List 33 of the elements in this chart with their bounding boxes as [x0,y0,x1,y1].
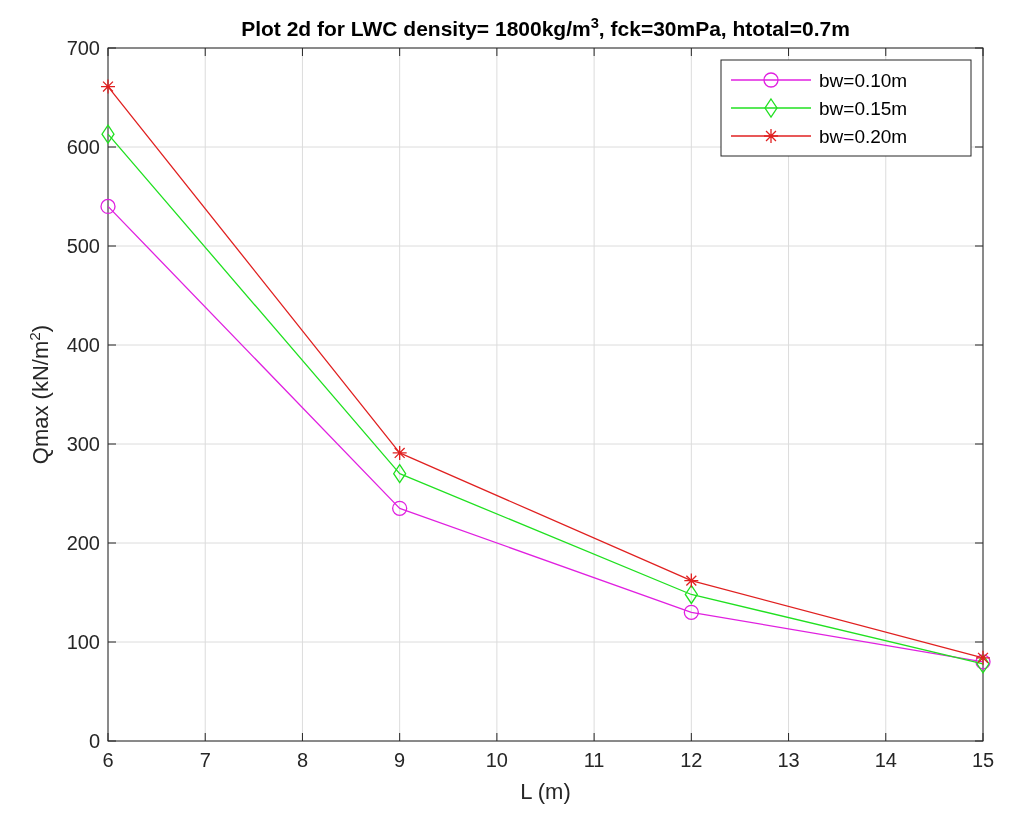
point [975,650,991,666]
y-tick-label: 400 [66,334,100,356]
x-tick-label: 10 [485,749,509,771]
point [100,198,116,215]
x-tick-label: 7 [199,749,211,771]
legend-label: bw=0.15m [819,98,908,119]
x-tick-label: 15 [971,749,995,771]
x-axis-title: L (m) [520,779,571,804]
y-tick-label: 0 [88,730,100,752]
point [101,124,115,144]
point [392,500,408,516]
y-tick-label: 600 [66,136,100,158]
x-tick-label: 6 [102,749,114,771]
point [100,78,116,95]
chart-title: Plot 2d for LWC density= 1800kg/m$^{3}$, fck=30mPa, htotal=0.7m [241,15,850,40]
point [393,464,407,484]
x-tick-label: 8 [296,749,309,771]
x-tick-label: 12 [680,749,703,771]
x-tick-label: 11 [583,749,605,771]
y-tick-label: 500 [66,235,100,257]
legend-label: bw=0.10m [819,70,908,91]
y-tick-label: 700 [66,37,100,59]
legend-label: bw=0.20m [819,126,908,147]
y-tick-label: 100 [66,631,100,653]
y-tick-label: 200 [66,532,100,554]
point [392,445,408,461]
x-tick-label: 13 [777,749,800,771]
y-tick-label: 300 [66,433,100,455]
x-tick-label: 14 [874,749,897,771]
x-tick-label: 9 [394,749,406,771]
point [683,604,699,620]
point [683,572,699,589]
point [975,654,991,670]
